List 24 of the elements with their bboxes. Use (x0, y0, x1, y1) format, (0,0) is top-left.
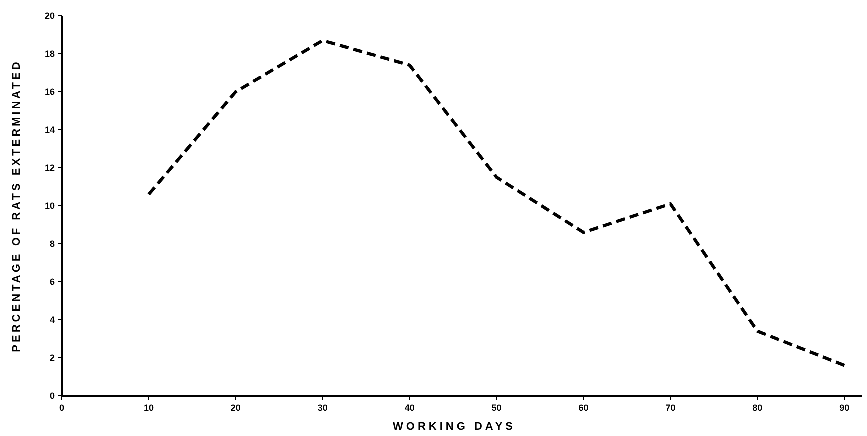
y-axis-title: PERCENTAGE OF RATS EXTERMINATED (11, 60, 23, 352)
y-tick-label: 4 (50, 315, 55, 325)
line-series (147, 39, 846, 368)
x-tick-label: 70 (666, 403, 676, 413)
x-tick-label: 80 (752, 403, 763, 413)
y-tick-label: 8 (50, 239, 55, 249)
y-tick-label: 2 (50, 353, 55, 363)
x-tick-label: 30 (318, 403, 328, 413)
y-tick-label: 12 (44, 163, 55, 173)
x-tick-label: 10 (144, 403, 154, 413)
x-tick-label: 50 (492, 403, 502, 413)
y-tick-label: 10 (44, 201, 55, 211)
x-tick-label: 60 (578, 403, 589, 413)
y-tick-label: 0 (50, 391, 55, 401)
x-axis-title: WORKING DAYS (393, 421, 516, 433)
y-tick-label: 14 (44, 125, 55, 135)
x-tick-label: 40 (404, 403, 415, 413)
x-tick-label: 0 (59, 403, 65, 413)
y-tick-label: 16 (44, 87, 55, 97)
x-tick-label: 90 (840, 403, 850, 413)
y-tick-label: 6 (50, 277, 55, 287)
y-tick-label: 18 (44, 49, 55, 59)
y-tick-label: 20 (44, 11, 55, 21)
x-tick-label: 20 (230, 403, 241, 413)
